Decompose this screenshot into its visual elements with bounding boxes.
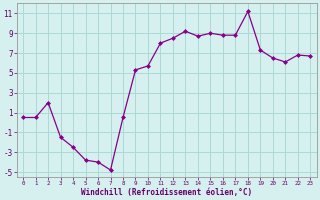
X-axis label: Windchill (Refroidissement éolien,°C): Windchill (Refroidissement éolien,°C) <box>81 188 252 197</box>
